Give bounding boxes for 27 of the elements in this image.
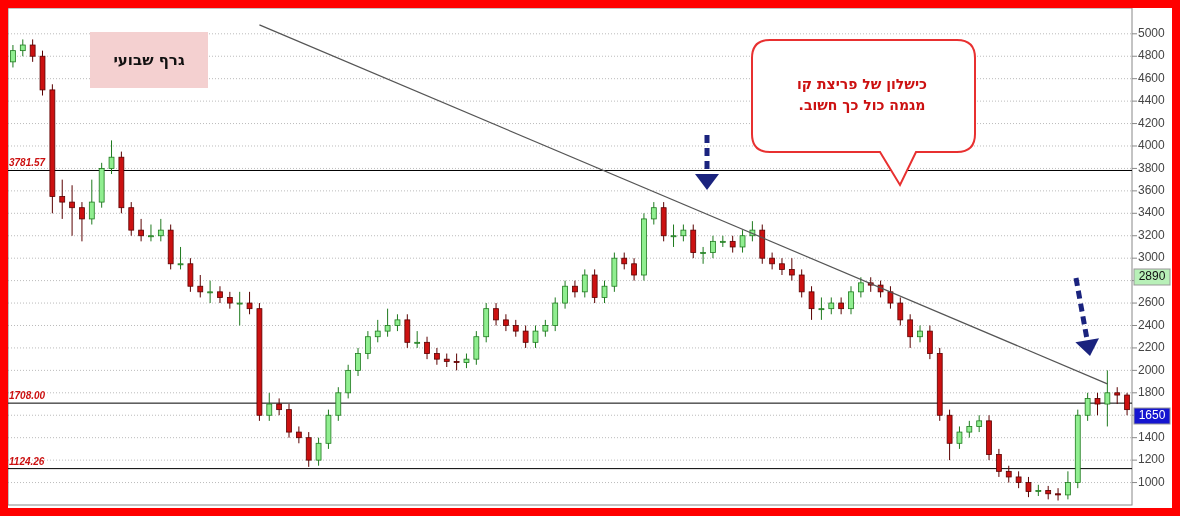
ref-line-label: 1708.00 xyxy=(9,390,46,402)
text: גרף שבועי xyxy=(113,50,185,69)
y-tick-label: 2200 xyxy=(1138,340,1166,355)
y-tick-label: 1800 xyxy=(1138,384,1166,399)
y-tick-label: 1200 xyxy=(1138,452,1166,467)
ref-line-label: 1124.26 xyxy=(9,455,45,467)
y-tick-label: 1000 xyxy=(1138,474,1166,489)
y-tick-label: 3800 xyxy=(1138,160,1166,175)
text: 1650 xyxy=(1138,408,1166,423)
y-tick-label: 3200 xyxy=(1138,227,1166,242)
y-tick-label: 4200 xyxy=(1138,115,1166,130)
annotation: כישלון של פריצת קו xyxy=(796,76,928,92)
y-tick-label: 4400 xyxy=(1138,93,1166,108)
y-tick-label: 2600 xyxy=(1138,295,1166,310)
y-tick-label: 3000 xyxy=(1138,250,1166,265)
y-tick-label: 4800 xyxy=(1138,48,1166,63)
ref-line-label: 3781.57 xyxy=(9,157,46,169)
y-tick-label: 4000 xyxy=(1138,138,1166,153)
y-tick-label: 5000 xyxy=(1138,25,1166,40)
text: 2890 xyxy=(1138,269,1166,284)
y-tick-label: 4600 xyxy=(1138,70,1166,85)
annotation: מגמה כול כך חשוב. xyxy=(798,97,926,113)
y-tick-label: 1400 xyxy=(1138,429,1166,444)
y-tick-label: 3600 xyxy=(1138,183,1166,198)
y-tick-label: 3400 xyxy=(1138,205,1166,220)
y-tick-label: 2400 xyxy=(1138,317,1166,332)
y-tick-label: 2000 xyxy=(1138,362,1166,377)
